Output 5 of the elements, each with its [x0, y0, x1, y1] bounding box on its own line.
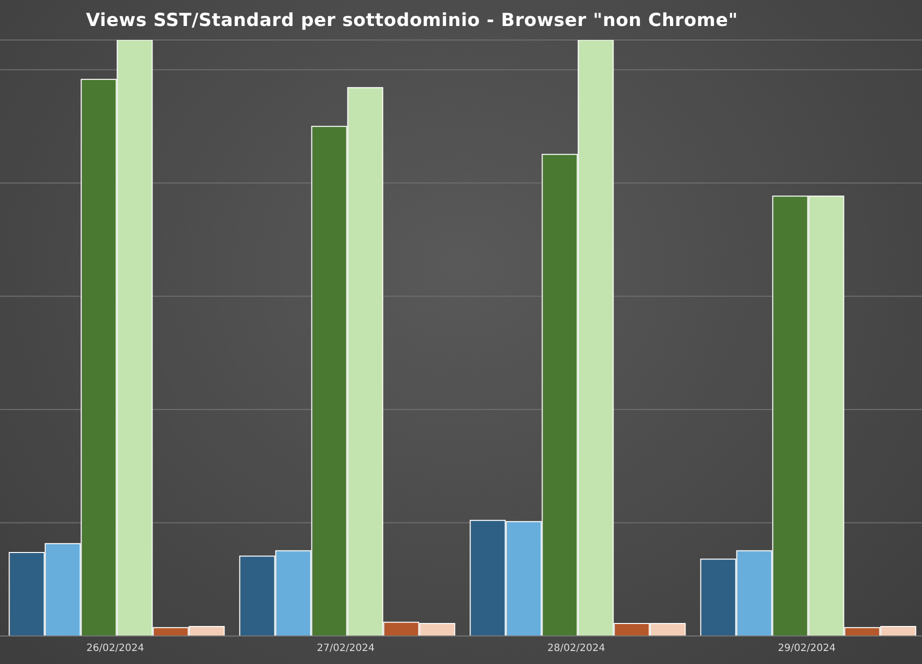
x-tick-label: 29/02/2024 [778, 643, 836, 654]
x-tick-label: 27/02/2024 [316, 643, 375, 654]
chart-title: Views SST/Standard per sottodominio - Browser "non Chrome" [86, 10, 738, 31]
x-tick-label: 28/02/2024 [547, 643, 606, 654]
x-tick-label: 26/02/2024 [86, 643, 144, 654]
